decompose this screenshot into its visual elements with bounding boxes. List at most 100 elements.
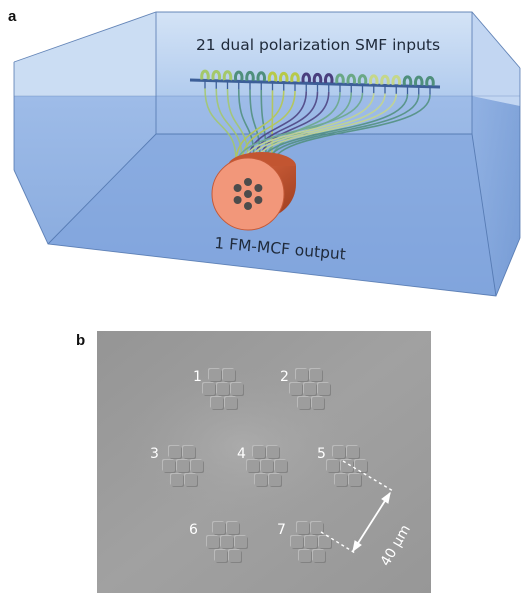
fiber-core	[233, 196, 242, 204]
core-square	[313, 550, 325, 562]
core-square	[213, 522, 225, 534]
core-group	[206, 521, 248, 563]
core-square	[229, 550, 241, 562]
core-square	[207, 536, 219, 548]
core-square	[296, 369, 308, 381]
core-square	[183, 446, 195, 458]
core-square	[304, 383, 316, 395]
smf-fiber	[200, 69, 210, 80]
smf-input-fibers	[200, 69, 435, 86]
core-square	[305, 536, 317, 548]
core-label-5: 5	[317, 446, 326, 462]
core-group	[162, 445, 204, 487]
smf-fiber	[357, 74, 368, 85]
core-square	[225, 397, 237, 409]
core-micrograph: 1 2 3 4 5 6 7 40 μm	[97, 331, 431, 593]
panel-b-label: b	[76, 332, 86, 349]
core-square	[311, 522, 323, 534]
core-square	[169, 446, 181, 458]
smf-fiber	[335, 73, 345, 84]
core-square	[231, 383, 243, 395]
core-label-4: 4	[237, 446, 246, 462]
core-square	[298, 397, 310, 409]
smf-fiber	[324, 73, 334, 84]
core-square	[227, 522, 239, 534]
block-right-top-face	[472, 12, 520, 106]
input-waveguide-ticks	[204, 80, 431, 95]
core-label-6: 6	[189, 522, 198, 538]
core-group	[289, 368, 331, 410]
core-label-7: 7	[277, 522, 286, 538]
smf-fiber	[369, 74, 379, 85]
block-edges	[13, 11, 521, 297]
core-square	[163, 460, 175, 472]
fiber-core	[244, 178, 252, 186]
fiber-core	[254, 184, 263, 192]
core-label-3: 3	[150, 446, 159, 462]
core-square	[253, 446, 265, 458]
smf-fiber	[256, 71, 266, 82]
fiber-route	[235, 92, 364, 167]
core-square	[209, 369, 221, 381]
smf-fiber	[290, 72, 300, 83]
core-square	[235, 536, 247, 548]
core-square	[312, 397, 324, 409]
fiber-core	[244, 190, 252, 198]
fiber-route	[204, 88, 237, 161]
smf-fiber	[402, 75, 413, 86]
smf-fiber	[279, 71, 289, 82]
core-groups	[162, 368, 368, 563]
core-square	[221, 536, 233, 548]
smf-fiber	[380, 74, 390, 85]
core-label-1: 1	[193, 369, 202, 385]
core-square	[355, 460, 367, 472]
smf-fiber	[234, 70, 244, 81]
core-square	[327, 460, 339, 472]
core-square	[261, 460, 273, 472]
core-square	[215, 550, 227, 562]
smf-fiber	[346, 73, 356, 84]
smf-fiber	[267, 71, 278, 82]
fiber-core	[233, 184, 242, 192]
core-square	[291, 536, 303, 548]
core-square	[290, 383, 302, 395]
core-square	[211, 397, 223, 409]
scale-bar	[320, 460, 394, 554]
core-square	[310, 369, 322, 381]
core-square	[255, 474, 267, 486]
smf-fiber	[245, 70, 255, 81]
core-square	[347, 446, 359, 458]
smf-fiber	[222, 70, 233, 81]
input-bus-bar	[189, 78, 441, 89]
core-label-2: 2	[280, 369, 289, 385]
core-square	[171, 474, 183, 486]
core-square	[267, 446, 279, 458]
core-square	[319, 536, 331, 548]
core-group	[202, 368, 244, 410]
core-square	[297, 522, 309, 534]
smf-fiber	[211, 69, 221, 81]
core-square	[335, 474, 347, 486]
core-group	[246, 445, 288, 487]
core-square	[203, 383, 215, 395]
core-square	[349, 474, 361, 486]
core-group	[290, 521, 332, 563]
fiber-core	[244, 202, 252, 210]
inputs-label: 21 dual polarization SMF inputs	[196, 36, 440, 54]
fiber-route	[271, 94, 431, 167]
core-square	[177, 460, 189, 472]
core-square	[223, 369, 235, 381]
core-square	[341, 460, 353, 472]
smf-fiber	[391, 75, 401, 86]
core-square	[247, 460, 259, 472]
smf-fiber	[312, 72, 323, 83]
smf-fiber	[425, 75, 435, 86]
core-number-labels: 1 2 3 4 5 6 7	[150, 369, 326, 538]
fiber-route	[215, 88, 243, 161]
core-square	[299, 550, 311, 562]
core-square	[217, 383, 229, 395]
photonic-lantern-schematic: 21 dual polarization SMF inputs 1 FM-MCF…	[13, 11, 521, 297]
core-square	[333, 446, 345, 458]
block-right-side	[472, 96, 520, 296]
fm-mcf-connector	[211, 152, 296, 231]
